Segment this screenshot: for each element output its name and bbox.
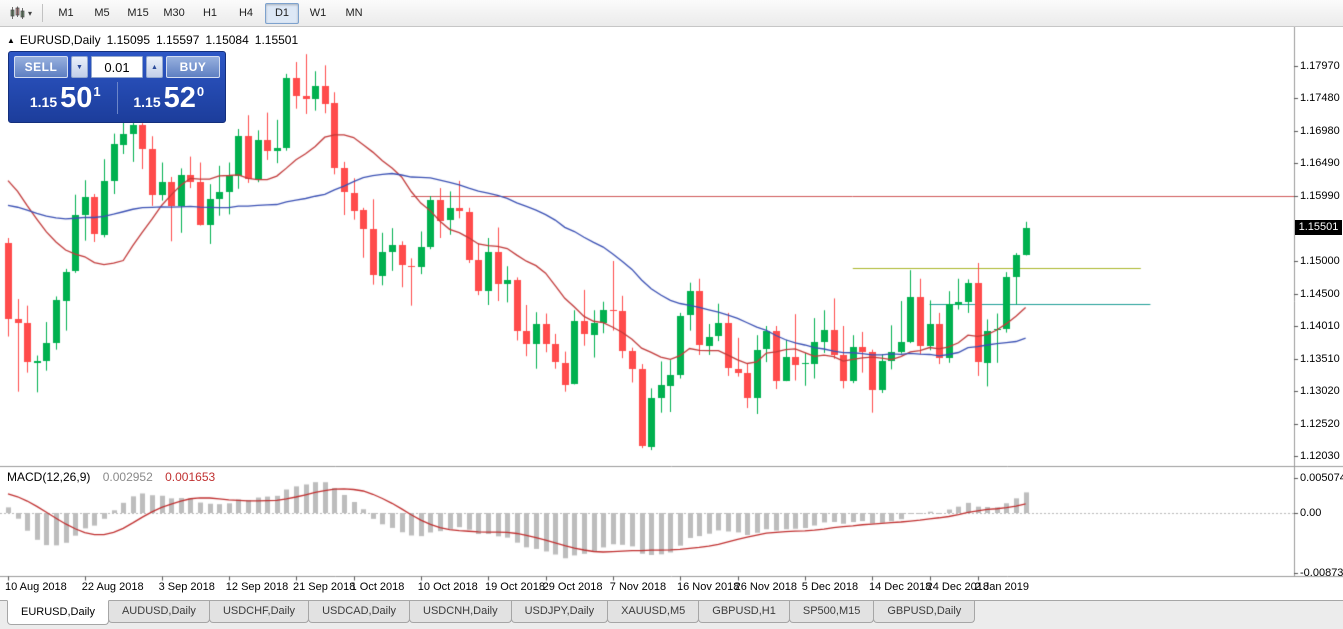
price-axis-label: 1.15000 <box>1300 255 1340 267</box>
price-axis-label: 1.17970 <box>1300 60 1340 72</box>
price-axis-label: 1.12030 <box>1300 450 1340 463</box>
timeframe-button-d1[interactable]: D1 <box>265 2 300 24</box>
panel-toggle-icon[interactable]: ▲ <box>7 35 15 45</box>
date-axis-label: 12 Sep 2018 <box>225 581 289 593</box>
chart-tab-eurusd-daily[interactable]: EURUSD,Daily <box>7 600 109 625</box>
price-axis-label: 1.14010 <box>1300 320 1340 332</box>
date-axis-label: 10 Oct 2018 <box>417 581 478 593</box>
current-price-badge: 1.15501 <box>1295 220 1342 235</box>
chart-tabs-bar: EURUSD,Daily AUDUSD,Daily USDCHF,Daily USDC… <box>0 600 1343 629</box>
chart-tab-sp500-m15[interactable]: SP500,M15 <box>788 601 875 623</box>
bid-price-pipette: 1 <box>93 84 101 99</box>
quote-open: 1.15095 <box>106 33 150 47</box>
bid-price[interactable]: 1.15 50 1 <box>14 83 117 113</box>
macd-axis-label: 0.00 <box>1300 507 1322 519</box>
date-axis-label: 24 Dec 2018 <box>926 581 989 593</box>
chart-region: ▲ EURUSD,Daily 1.15095 1.15597 1.15084 1… <box>0 27 1343 600</box>
date-axis-label: 14 Dec 2018 <box>869 581 932 593</box>
price-axis-label: 1.17480 <box>1300 92 1340 105</box>
date-axis-label: 10 Aug 2018 <box>5 581 67 593</box>
date-axis-label: 7 Nov 2018 <box>609 581 667 593</box>
price-axis-label: 1.13510 <box>1300 352 1340 365</box>
timeframe-button-mn[interactable]: MN <box>345 6 363 19</box>
macd-main-value: 0.002952 <box>102 470 153 484</box>
price-axis-label: 1.15990 <box>1300 190 1340 202</box>
macd-signal-value: 0.001653 <box>165 470 216 484</box>
chart-tab-audusd-daily[interactable]: AUDUSD,Daily <box>107 601 210 623</box>
timeframe-button-m30[interactable]: M30 <box>163 6 185 19</box>
macd-indicator-label: MACD(12,26,9) 0.002952 0.001653 <box>7 470 215 484</box>
timeframe-button-h4[interactable]: H4 <box>238 6 254 19</box>
ask-price[interactable]: 1.15 52 0 <box>118 83 221 113</box>
date-axis-label: 3 Sep 2018 <box>158 581 215 593</box>
timeframe-toolbar: ▾ M1 M5 M15 M30 H1 H4 D1 W1 MN <box>0 0 1343 27</box>
sell-button[interactable]: SELL <box>14 56 68 78</box>
timeframe-button-w1[interactable]: W1 <box>309 6 327 19</box>
bid-price-prefix: 1.15 <box>29 94 58 110</box>
date-axis-label: 19 Oct 2018 <box>485 581 545 593</box>
chart-tab-usdjpy-daily[interactable]: USDJPY,Daily <box>510 601 609 623</box>
date-axis-label: 1 Oct 2018 <box>350 581 405 593</box>
chart-tab-xauusd-m5[interactable]: XAUUSD,M5 <box>607 601 700 623</box>
bid-price-big: 50 <box>60 82 93 114</box>
one-click-trading-panel: SELL ▼ 0.01 ▲ BUY 1.15 50 1 1.15 52 0 <box>8 51 226 123</box>
macd-axis-label: -0.00873 <box>1300 567 1343 580</box>
chart-tab-usdcad-daily[interactable]: USDCAD,Daily <box>308 601 411 623</box>
toolbar-separator <box>42 4 44 22</box>
quote-close: 1.15501 <box>254 33 299 47</box>
price-axis-label: 1.12520 <box>1300 417 1340 430</box>
candlestick-chart-icon <box>10 6 25 19</box>
date-axis-label: 5 Dec 2018 <box>801 581 859 593</box>
chart-tab-gbpusd-h1[interactable]: GBPUSD,H1 <box>698 601 790 623</box>
ask-price-big: 52 <box>163 82 196 114</box>
price-axis-label: 1.14500 <box>1300 287 1340 300</box>
quote-symbol: EURUSD,Daily <box>19 33 101 47</box>
timeframe-button-m1[interactable]: M1 <box>58 6 74 19</box>
quote-line: ▲ EURUSD,Daily 1.15095 1.15597 1.15084 1… <box>7 33 304 47</box>
lot-increase-button[interactable]: ▲ <box>146 56 163 78</box>
date-axis-label: 29 Oct 2018 <box>542 581 603 593</box>
timeframe-button-h1[interactable]: H1 <box>202 6 218 19</box>
chart-periods-button[interactable]: ▾ <box>5 2 37 25</box>
date-axis-label: 2 Jan 2019 <box>974 581 1030 593</box>
date-axis-label: 16 Nov 2018 <box>677 581 740 593</box>
chart-tab-usdcnh-daily[interactable]: USDCNH,Daily <box>409 601 512 623</box>
macd-name: MACD(12,26,9) <box>7 470 91 484</box>
buy-button[interactable]: BUY <box>166 56 220 78</box>
macd-axis-label: 0.005074 <box>1300 472 1343 485</box>
quote-high: 1.15597 <box>156 33 200 47</box>
chevron-down-icon: ▾ <box>28 8 33 18</box>
price-axis-label: 1.16980 <box>1300 125 1340 137</box>
ask-price-prefix: 1.15 <box>133 94 161 110</box>
lot-size-input[interactable]: 0.01 <box>91 56 143 78</box>
lot-decrease-button[interactable]: ▼ <box>71 56 88 78</box>
quote-low: 1.15084 <box>205 33 249 47</box>
timeframe-button-m5[interactable]: M5 <box>94 6 110 19</box>
date-axis-label: 22 Aug 2018 <box>81 581 144 593</box>
date-axis-label: 21 Sep 2018 <box>293 581 356 593</box>
ask-price-pipette: 0 <box>196 84 205 99</box>
chart-tab-usdchf-daily[interactable]: USDCHF,Daily <box>208 601 310 623</box>
price-axis-label: 1.13020 <box>1300 385 1340 398</box>
timeframe-buttons-group: M1 M5 M15 M30 H1 H4 D1 W1 MN <box>48 2 372 24</box>
price-divider <box>116 82 118 114</box>
date-axis-label: 26 Nov 2018 <box>734 581 797 593</box>
price-axis-label: 1.16490 <box>1300 157 1340 170</box>
chart-tab-gbpusd-daily[interactable]: GBPUSD,Daily <box>873 601 976 623</box>
timeframe-button-m15[interactable]: M15 <box>127 6 149 19</box>
